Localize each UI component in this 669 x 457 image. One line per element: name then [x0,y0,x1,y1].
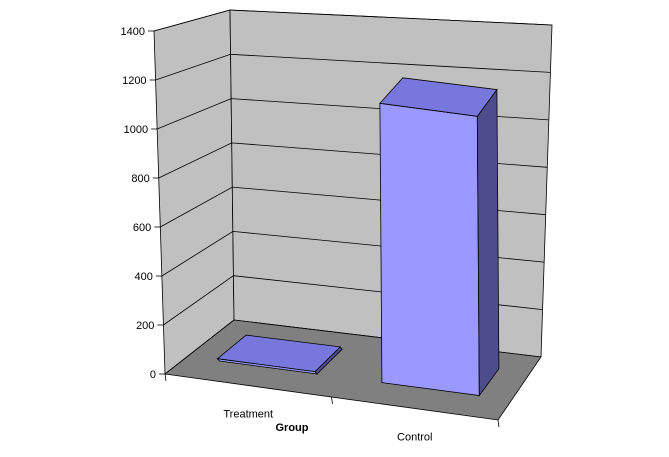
y-tick-label: 0 [150,369,156,381]
bars [216,77,500,397]
bar-control [379,77,500,397]
y-tick-label: 800 [131,173,149,185]
x-axis-title: Group [276,422,309,434]
x-tick-mark [164,373,167,382]
x-tick-label: Control [397,432,432,444]
y-tick-label: 1200 [122,75,146,87]
bar-treatment [216,334,343,375]
bar-top-face [216,334,342,373]
bar-side-face [476,88,500,397]
gridline [155,53,551,81]
x-axis-ticks: Treatment Control [164,373,500,444]
bar-top-face [379,77,498,117]
y-tick-label: 200 [136,320,154,332]
y-tick-label: 1400 [121,26,145,38]
x-tick-mark [497,419,500,428]
x-tick-mark [331,396,333,405]
bar-front-face [379,102,480,396]
y-tick-label: 600 [133,222,151,234]
side-wall [153,9,235,375]
y-tick-label: 1000 [124,124,148,136]
gridline [153,9,553,32]
x-tick-label: Treatment [223,409,273,421]
y-tick-label: 400 [134,271,152,283]
y-axis-ticks: 0 200 400 600 800 1000 1200 1400 [121,26,165,381]
